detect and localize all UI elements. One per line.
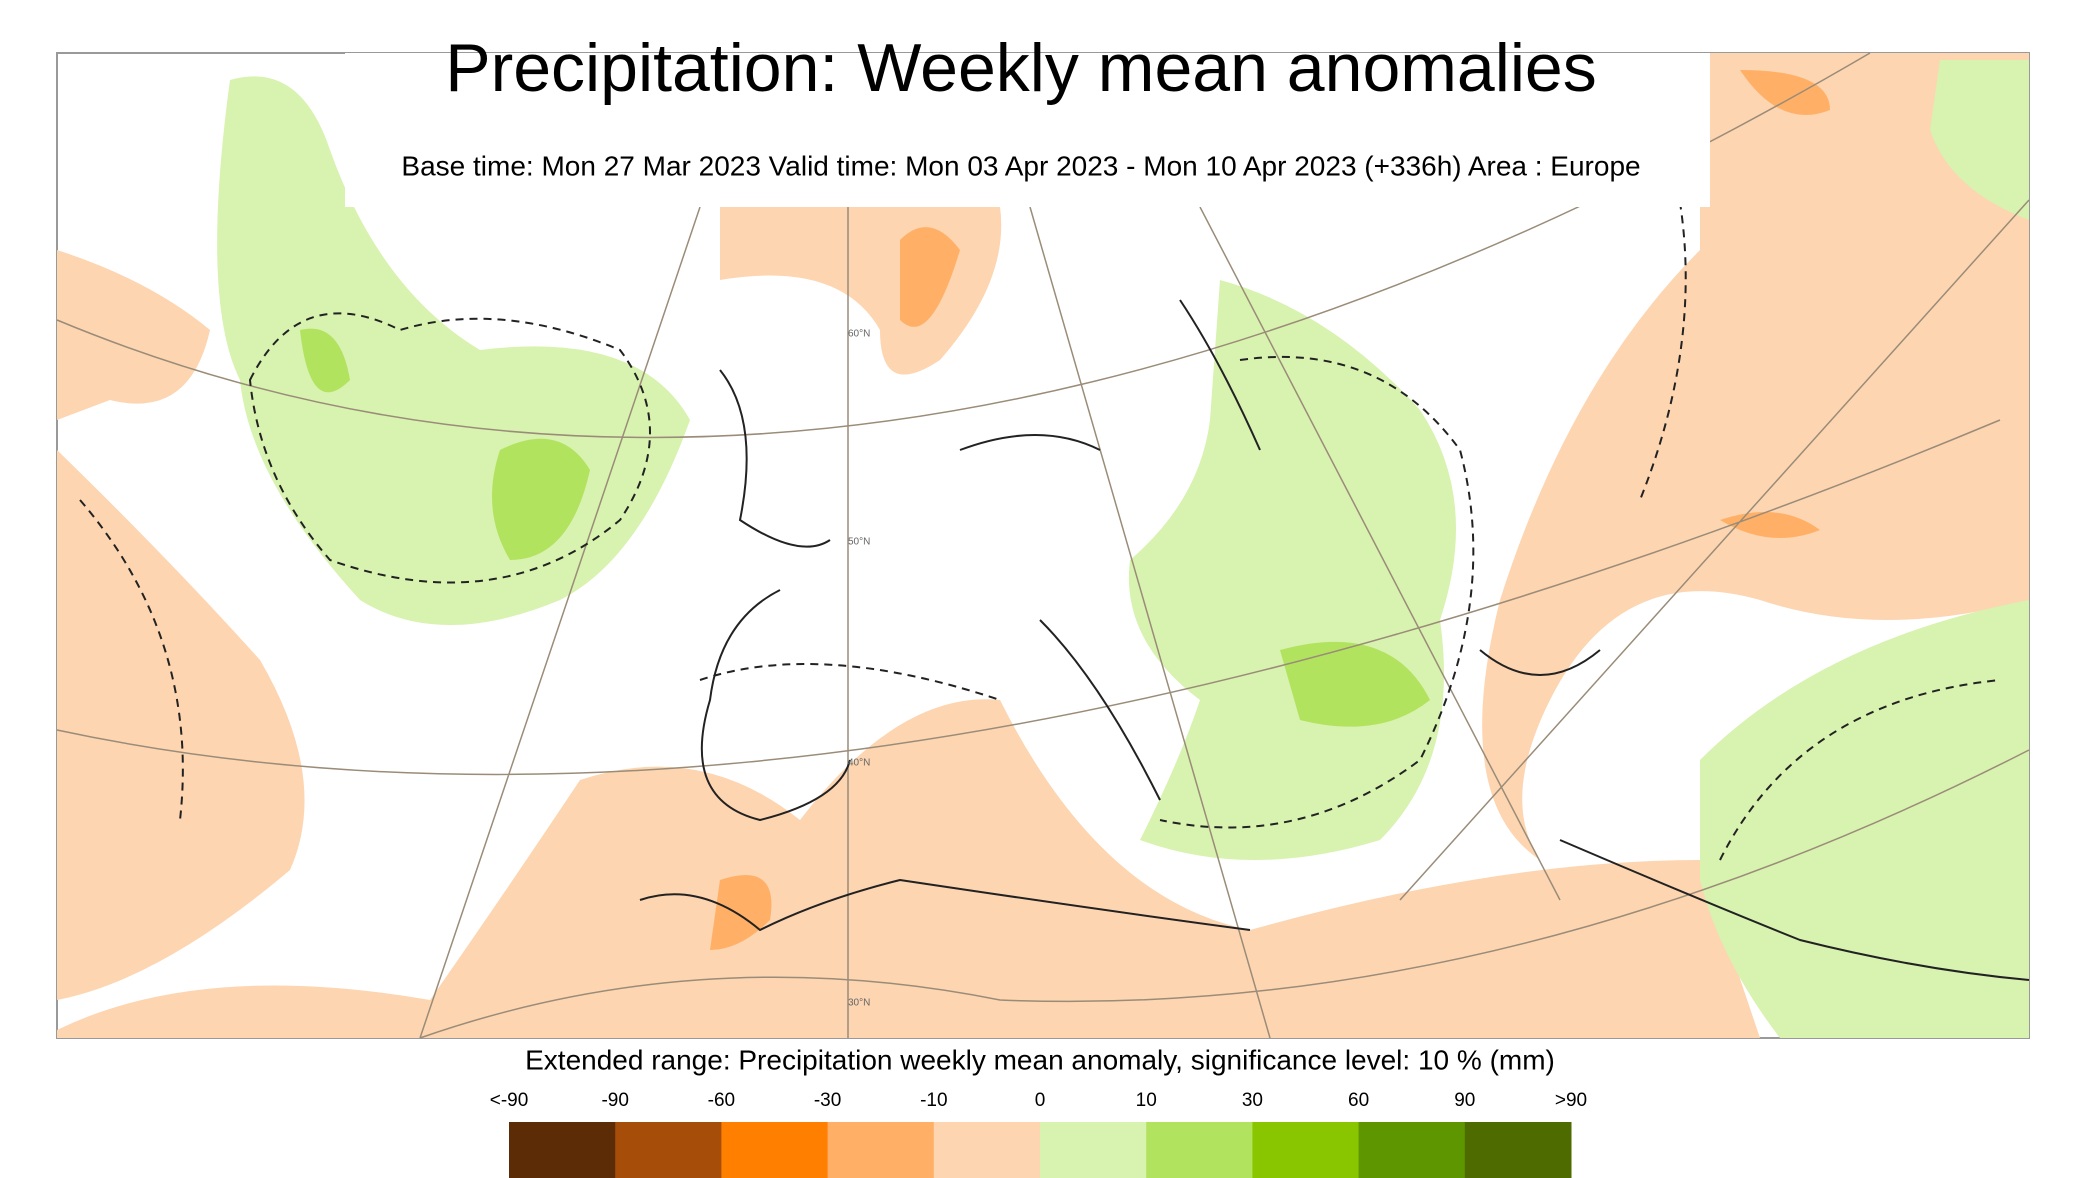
- subtitle: Base time: Mon 27 Mar 2023 Valid time: M…: [401, 150, 1640, 181]
- lat-label: 30°N: [848, 998, 870, 1009]
- anomaly-area: [57, 699, 1760, 1038]
- title: Precipitation: Weekly mean anomalies: [445, 30, 1597, 106]
- lat-label: 40°N: [848, 758, 870, 769]
- coastline: [639, 299, 2030, 981]
- colorbar: <-90 -90 -60 -30 -10 0 10 30 60 90 >90: [490, 1090, 1587, 1178]
- lat-label: 60°N: [848, 329, 870, 340]
- colorbar-label: -30: [814, 1090, 841, 1111]
- colorbar-label: -60: [708, 1090, 735, 1111]
- colorbar-box: [933, 1122, 1041, 1178]
- colorbar-label: -90: [601, 1090, 628, 1111]
- anomaly-area: [300, 328, 1430, 727]
- significance-contour: [79, 119, 2001, 861]
- colorbar-label: 10: [1136, 1090, 1157, 1111]
- colorbar-box: [1252, 1122, 1360, 1178]
- graticule: [56, 52, 2030, 1039]
- colorbar-box: [1358, 1122, 1466, 1178]
- colorbar-label: 0: [1035, 1090, 1046, 1111]
- lat-label: 50°N: [848, 537, 870, 548]
- colorbar-label: >90: [1555, 1090, 1587, 1111]
- colorbar-label: <-90: [490, 1090, 529, 1111]
- anomaly-area: [1700, 60, 2029, 1038]
- colorbar-box: [1464, 1122, 1572, 1178]
- colorbar-label: -10: [920, 1090, 947, 1111]
- colorbar-box: [721, 1122, 829, 1178]
- colorbar-box: [509, 1122, 616, 1178]
- title-box: [345, 53, 1710, 207]
- legend-caption: Extended range: Precipitation weekly mea…: [525, 1044, 1555, 1075]
- colorbar-box: [1040, 1122, 1147, 1178]
- map: 60°N 50°N 40°N 30°N: [56, 52, 2030, 1039]
- colorbar-box: [1146, 1122, 1253, 1178]
- anomaly-area: [1482, 53, 2029, 860]
- colorbar-label: 90: [1454, 1090, 1475, 1111]
- anomaly-area: [57, 250, 305, 1000]
- colorbar-label: 30: [1242, 1090, 1263, 1111]
- colorbar-box: [827, 1122, 935, 1178]
- colorbar-box: [615, 1122, 722, 1178]
- colorbar-label: 60: [1348, 1090, 1369, 1111]
